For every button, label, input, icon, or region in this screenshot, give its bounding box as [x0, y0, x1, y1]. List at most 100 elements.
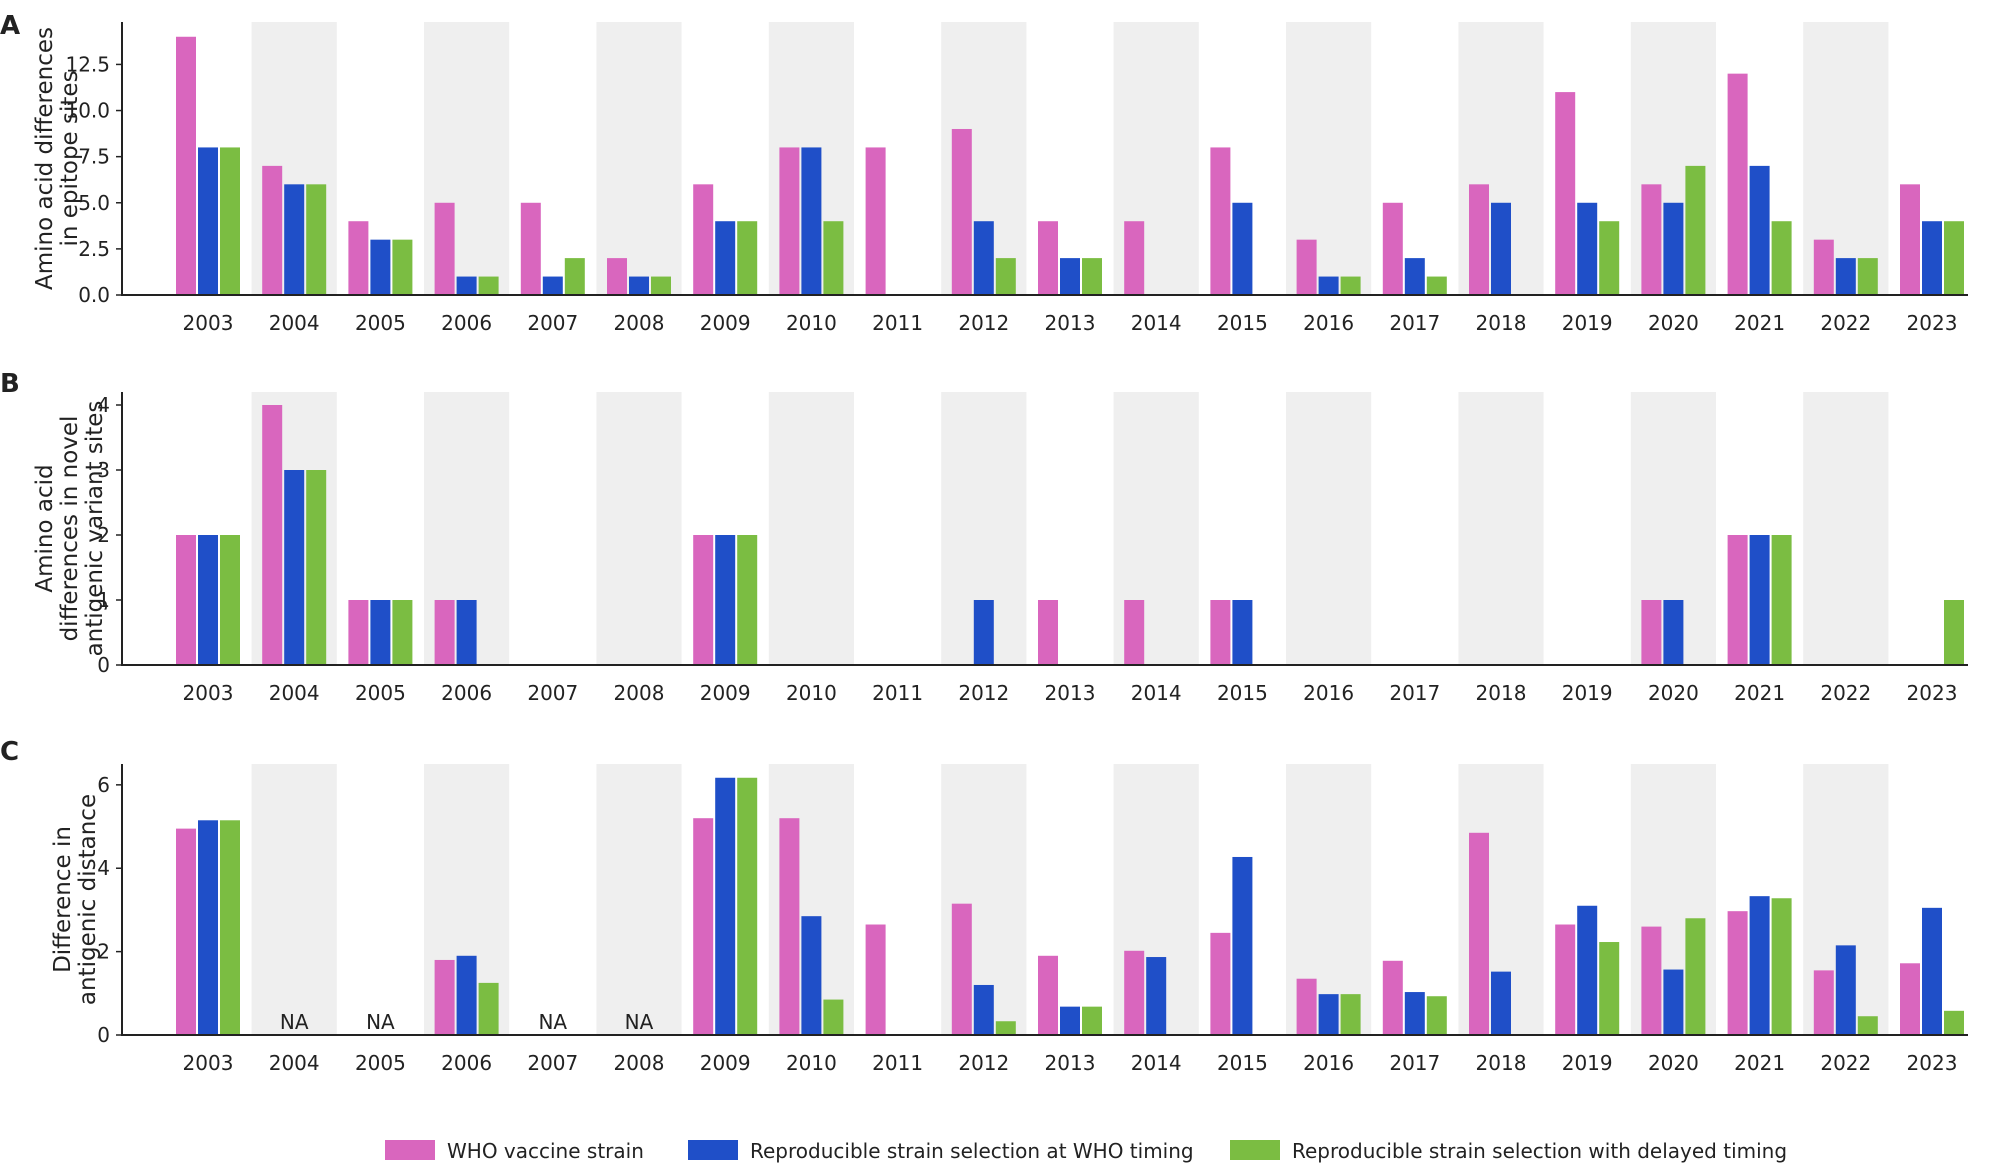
na-label: NA: [625, 1010, 654, 1034]
bar-who_timing: [456, 600, 477, 665]
legend-label: Reproducible strain selection with delay…: [1292, 1139, 1787, 1163]
bar-delayed: [220, 535, 240, 665]
y-tick-label: 2: [97, 523, 110, 547]
bar-who: [1555, 924, 1576, 1035]
bar-who_timing: [1060, 1006, 1080, 1035]
x-tick-label: 2021: [1734, 311, 1785, 335]
x-tick-label: 2004: [269, 311, 320, 335]
y-axis-label: differences in novel: [57, 416, 83, 642]
x-tick-label: 2012: [958, 1051, 1009, 1075]
bar-delayed: [1944, 221, 1964, 295]
x-tick-label: 2009: [700, 1051, 751, 1075]
x-tick-label: 2003: [183, 681, 234, 705]
x-tick-label: 2010: [786, 311, 837, 335]
bar-who_timing: [1318, 994, 1339, 1035]
bar-who_timing: [198, 820, 218, 1035]
x-tick-label: 2007: [527, 311, 578, 335]
bar-delayed: [1771, 535, 1792, 665]
x-tick-label: 2020: [1648, 681, 1699, 705]
x-tick-label: 2019: [1562, 681, 1613, 705]
bar-delayed: [564, 258, 585, 295]
x-tick-label: 2007: [527, 1051, 578, 1075]
bar-who: [176, 828, 196, 1035]
legend-item-delayed: Reproducible strain selection with delay…: [1230, 1139, 1787, 1163]
x-tick-label: 2005: [355, 681, 406, 705]
x-tick-label: 2023: [1907, 681, 1958, 705]
bar-who: [607, 258, 627, 295]
bar-who: [1727, 911, 1748, 1035]
bar-who_timing: [1232, 600, 1253, 665]
bar-who: [1813, 970, 1834, 1035]
bar-who: [693, 818, 714, 1035]
year-shade-band: [251, 764, 337, 1035]
y-tick-label: 0: [97, 653, 110, 677]
bar-who: [348, 600, 369, 665]
bar-who_timing: [370, 239, 391, 295]
bar-who: [951, 903, 972, 1035]
bar-who_timing: [715, 777, 736, 1035]
x-tick-label: 2012: [958, 681, 1009, 705]
x-tick-label: 2007: [527, 681, 578, 705]
x-tick-label: 2023: [1907, 311, 1958, 335]
x-tick-label: 2018: [1476, 311, 1527, 335]
bar-delayed: [1944, 600, 1964, 665]
legend: WHO vaccine strain Reproducible strain se…: [385, 1139, 1787, 1163]
bar-who_timing: [1060, 258, 1080, 295]
x-tick-label: 2012: [958, 311, 1009, 335]
x-tick-label: 2017: [1389, 681, 1440, 705]
bar-who_timing: [284, 184, 305, 295]
x-tick-label: 2017: [1389, 1051, 1440, 1075]
x-tick-label: 2023: [1907, 1051, 1958, 1075]
bar-who_timing: [973, 984, 994, 1035]
legend-swatch: [1230, 1140, 1280, 1160]
bar-delayed: [1599, 942, 1620, 1035]
panel-letter: B: [0, 369, 20, 399]
x-tick-label: 2016: [1303, 681, 1354, 705]
x-tick-label: 2019: [1562, 311, 1613, 335]
bar-who: [434, 202, 455, 295]
bar-who: [434, 600, 455, 665]
year-shade-band: [596, 764, 682, 1035]
y-axis-label: in epitope sites: [57, 70, 83, 246]
bar-who: [262, 165, 283, 295]
bar-who: [1469, 832, 1489, 1035]
bar-who: [176, 36, 196, 296]
y-tick-label: 3: [97, 458, 110, 482]
bar-delayed: [478, 276, 499, 295]
x-tick-label: 2010: [786, 1051, 837, 1075]
bar-delayed: [1082, 1006, 1102, 1035]
bar-delayed: [1340, 276, 1361, 295]
bar-delayed: [1944, 1010, 1964, 1035]
bar-who_timing: [1749, 165, 1770, 295]
y-axis-label: Amino acid differences: [32, 27, 58, 290]
bar-who: [779, 818, 800, 1035]
bar-delayed: [220, 147, 240, 295]
panel-letter: C: [0, 737, 19, 767]
x-tick-label: 2008: [614, 311, 665, 335]
y-tick-label: 0.0: [78, 283, 110, 307]
bar-who_timing: [629, 276, 649, 295]
bar-who_timing: [198, 535, 218, 665]
x-tick-label: 2014: [1131, 681, 1182, 705]
x-tick-label: 2011: [872, 681, 923, 705]
y-axis-label: Amino acid: [32, 464, 58, 592]
bar-who_timing: [1404, 258, 1425, 295]
panel-a: 0.0 2.5 5.0 7.5 10.0 12.5 2003 2004 2005 2006 2007…: [0, 11, 1968, 335]
x-tick-label: 2009: [700, 681, 751, 705]
panel-b: 0 1 2 3 4 2003 2004 2005 2006 2007 2008 2009 2010 201…: [0, 369, 1968, 705]
bar-who_timing: [1749, 896, 1770, 1035]
x-tick-label: 2005: [355, 1051, 406, 1075]
bar-delayed: [1771, 221, 1792, 295]
x-tick-label: 2020: [1648, 1051, 1699, 1075]
bar-who_timing: [973, 221, 994, 295]
bar-who_timing: [456, 276, 477, 295]
x-tick-label: 2006: [441, 1051, 492, 1075]
x-tick-label: 2013: [1045, 1051, 1096, 1075]
bar-who: [1296, 239, 1317, 295]
bar-who: [865, 147, 886, 295]
y-axis-label: antigenic variant sites: [82, 401, 108, 657]
bar-delayed: [1426, 996, 1447, 1035]
x-tick-label: 2011: [872, 1051, 923, 1075]
x-tick-label: 2018: [1476, 1051, 1527, 1075]
bar-who: [865, 924, 886, 1035]
